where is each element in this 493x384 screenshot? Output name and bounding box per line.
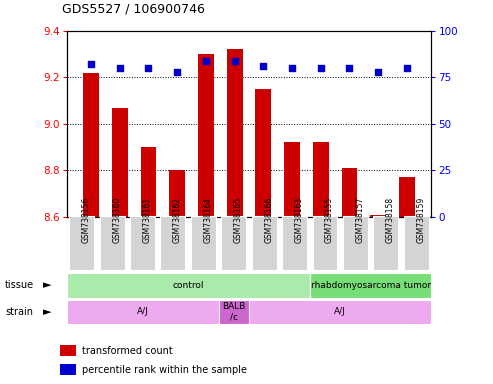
Text: GSM738161: GSM738161 <box>142 197 151 243</box>
Point <box>116 65 124 71</box>
FancyBboxPatch shape <box>221 216 246 270</box>
Text: GSM738155: GSM738155 <box>325 196 334 243</box>
Text: GSM738159: GSM738159 <box>416 196 425 243</box>
Bar <box>310 273 431 298</box>
Text: GSM738160: GSM738160 <box>112 196 121 243</box>
FancyBboxPatch shape <box>130 216 155 270</box>
Text: control: control <box>173 281 204 290</box>
Bar <box>218 300 249 324</box>
Bar <box>313 142 329 217</box>
Bar <box>67 273 310 298</box>
Bar <box>342 168 357 217</box>
Bar <box>249 300 431 324</box>
Point <box>173 69 181 75</box>
FancyBboxPatch shape <box>191 216 216 270</box>
FancyBboxPatch shape <box>100 216 125 270</box>
Bar <box>83 73 99 217</box>
Text: ►: ► <box>43 307 52 317</box>
Text: GSM738156: GSM738156 <box>82 196 91 243</box>
FancyBboxPatch shape <box>161 216 185 270</box>
FancyBboxPatch shape <box>404 216 428 270</box>
Bar <box>60 364 76 375</box>
Text: GSM738165: GSM738165 <box>234 196 243 243</box>
Bar <box>255 89 271 217</box>
Bar <box>284 142 300 217</box>
Text: GDS5527 / 106900746: GDS5527 / 106900746 <box>62 2 205 15</box>
Text: GSM738164: GSM738164 <box>204 196 212 243</box>
Text: GSM738157: GSM738157 <box>355 196 364 243</box>
Point <box>231 58 239 64</box>
Bar <box>399 177 415 217</box>
FancyBboxPatch shape <box>252 216 277 270</box>
Text: GSM738158: GSM738158 <box>386 197 395 243</box>
Point <box>346 65 353 71</box>
Bar <box>370 215 386 217</box>
FancyBboxPatch shape <box>313 216 337 270</box>
FancyBboxPatch shape <box>282 216 307 270</box>
Text: strain: strain <box>5 307 33 317</box>
Point <box>202 58 210 64</box>
Text: rhabdomyosarcoma tumor: rhabdomyosarcoma tumor <box>311 281 430 290</box>
Text: percentile rank within the sample: percentile rank within the sample <box>82 365 247 375</box>
Text: GSM738162: GSM738162 <box>173 197 182 243</box>
Text: GSM738163: GSM738163 <box>295 196 304 243</box>
Bar <box>227 49 243 217</box>
Text: ►: ► <box>43 280 52 290</box>
Point <box>144 65 152 71</box>
Point <box>259 63 267 69</box>
Bar <box>141 147 156 217</box>
Bar <box>67 300 218 324</box>
Bar <box>112 108 128 217</box>
FancyBboxPatch shape <box>343 216 368 270</box>
Text: A/J: A/J <box>137 308 148 316</box>
Bar <box>169 170 185 217</box>
Point <box>317 65 325 71</box>
Text: A/J: A/J <box>334 308 346 316</box>
FancyBboxPatch shape <box>373 216 398 270</box>
Bar <box>198 54 214 217</box>
Point <box>87 61 95 67</box>
Text: GSM738166: GSM738166 <box>264 196 273 243</box>
Point <box>403 65 411 71</box>
Bar <box>60 345 76 356</box>
Text: transformed count: transformed count <box>82 346 173 356</box>
Point <box>374 69 382 75</box>
Point <box>288 65 296 71</box>
Text: tissue: tissue <box>5 280 34 290</box>
Text: BALB
/c: BALB /c <box>222 302 246 322</box>
FancyBboxPatch shape <box>70 216 94 270</box>
